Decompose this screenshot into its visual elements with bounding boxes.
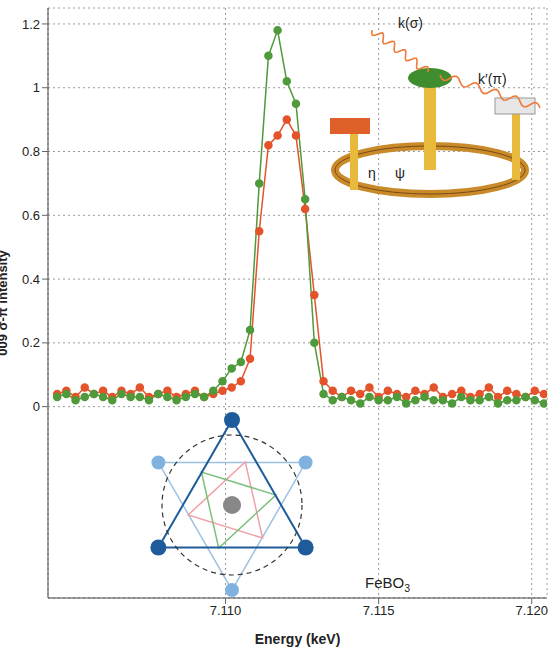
svg-text:7.115: 7.115 [363,603,395,618]
svg-text:k′(π): k′(π) [478,71,507,87]
svg-text:0.4: 0.4 [22,272,40,287]
svg-text:Energy (keV): Energy (keV) [255,631,341,647]
svg-text:1.2: 1.2 [22,17,40,32]
svg-text:7.110: 7.110 [210,603,242,618]
svg-text:0.8: 0.8 [22,144,40,159]
svg-text:η: η [368,165,376,181]
svg-text:k(σ): k(σ) [398,15,423,31]
svg-text:0.2: 0.2 [22,335,40,350]
svg-text:7.120: 7.120 [515,603,548,618]
svg-text:0: 0 [33,399,40,414]
svg-text:ψ: ψ [395,165,405,181]
svg-text:0.6: 0.6 [22,208,40,223]
svg-text:009 σ-π intensity: 009 σ-π intensity [0,249,10,355]
svg-text:1: 1 [33,80,40,95]
svg-text:FeBO3: FeBO3 [365,574,410,594]
